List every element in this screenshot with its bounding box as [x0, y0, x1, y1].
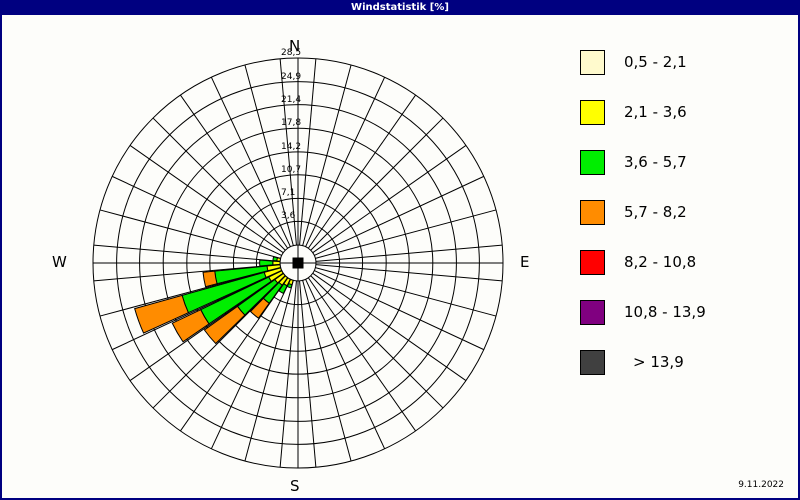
grid-spoke — [152, 275, 286, 409]
window-titlebar: Windstatistik [%] — [0, 0, 800, 15]
calm-square — [292, 257, 304, 269]
legend-item[interactable]: 10,8 - 13,9 — [580, 287, 780, 337]
grid-spoke — [244, 280, 294, 462]
compass-label-east: E — [520, 253, 530, 271]
legend-item[interactable]: 5,7 - 8,2 — [580, 187, 780, 237]
grid-spoke — [129, 272, 284, 381]
grid-spoke — [210, 76, 291, 247]
radial-tick-label: 28,5 — [281, 48, 302, 58]
wind-rose-segment — [278, 283, 288, 295]
wind-rose-segment — [134, 294, 190, 334]
legend-swatch — [580, 249, 605, 275]
grid-spoke — [314, 175, 485, 256]
grid-spoke — [93, 264, 281, 282]
wind-rose-segment — [272, 256, 278, 262]
radial-tick-label: 3,6 — [281, 211, 296, 222]
legend-label: 10,8 - 13,9 — [624, 303, 706, 321]
compass-label-north: N — [289, 37, 301, 55]
chart-canvas: 3,6 7,1 10,7 14,2 17,8 21,4 24,9 28,5 N S W E 0… — [2, 15, 798, 498]
wind-rose-segment — [249, 297, 270, 319]
grid-spoke — [305, 76, 386, 247]
legend-item[interactable]: 2,1 - 3,6 — [580, 87, 780, 137]
grid-spoke — [152, 117, 286, 251]
wind-rose-segment — [272, 260, 281, 266]
grid-spoke — [315, 209, 497, 259]
wind-rose-segment — [259, 259, 274, 267]
grid-spoke — [302, 280, 352, 462]
legend-item[interactable]: 8,2 - 10,8 — [580, 237, 780, 287]
grid-spoke — [111, 270, 282, 351]
legend-item[interactable]: > 13,9 — [580, 337, 780, 387]
grid-spoke — [315, 244, 503, 262]
grid-spoke — [180, 94, 289, 249]
grid-spoke — [305, 279, 386, 450]
grid-spoke — [279, 280, 297, 468]
radial-tick-label: 21,4 — [281, 94, 302, 105]
wind-rose-segment — [202, 270, 218, 288]
radial-tick-label: 7,1 — [281, 188, 296, 199]
wind-rose-segment — [203, 305, 246, 345]
grid-spoke — [244, 64, 294, 246]
legend-label: 3,6 - 5,7 — [624, 153, 687, 171]
legend-label: > 13,9 — [633, 353, 684, 371]
legend-item[interactable]: 0,5 - 2,1 — [580, 37, 780, 87]
grid-spoke — [315, 264, 503, 282]
grid-spoke — [210, 279, 291, 450]
grid-spoke — [279, 58, 297, 246]
grid-spoke — [111, 175, 282, 256]
polar-grid — [92, 57, 504, 469]
grid-spoke — [310, 275, 444, 409]
compass-label-south: S — [290, 477, 300, 495]
legend-label: 8,2 - 10,8 — [624, 253, 697, 271]
grid-spoke — [99, 267, 281, 317]
grid-spoke — [310, 117, 444, 251]
radial-tick-label: 24,9 — [281, 71, 302, 82]
grid-spoke — [299, 280, 317, 468]
grid-spoke — [302, 64, 352, 246]
legend-swatch — [580, 199, 605, 225]
legend-swatch — [580, 349, 605, 375]
grid-spoke — [307, 277, 416, 432]
legend-swatch — [580, 49, 605, 75]
calm-center-marker — [292, 257, 304, 269]
wind-rose-segment — [171, 308, 210, 343]
date-stamp: 9.11.2022 — [738, 480, 784, 490]
legend-label: 2,1 - 3,6 — [624, 103, 687, 121]
window-title: Windstatistik [%] — [351, 2, 449, 13]
grid-spoke — [93, 244, 281, 262]
legend-swatch — [580, 149, 605, 175]
grid-spoke — [307, 94, 416, 249]
grid-spoke — [299, 58, 317, 246]
radial-tick-label: 14,2 — [281, 141, 302, 152]
legend-label: 5,7 - 8,2 — [624, 203, 687, 221]
grid-spoke — [129, 145, 284, 254]
compass-label-west: W — [52, 253, 67, 271]
grid-spoke — [315, 267, 497, 317]
legend-swatch — [580, 99, 605, 125]
legend-item[interactable]: 3,6 - 5,7 — [580, 137, 780, 187]
legend-label: 0,5 - 2,1 — [624, 53, 687, 71]
radial-tick-label: 17,8 — [281, 118, 302, 129]
wind-rose-petals — [134, 256, 294, 345]
radial-tick-label: 10,7 — [281, 164, 302, 175]
grid-spoke — [99, 209, 281, 259]
legend-swatch — [580, 299, 605, 325]
speed-bin-legend: 0,5 - 2,1 2,1 - 3,6 3,6 - 5,7 5,7 - 8,2 8,2 … — [580, 37, 780, 387]
wind-rose-plot — [92, 57, 504, 469]
grid-spoke — [312, 272, 467, 381]
grid-spoke — [180, 277, 289, 432]
grid-spoke — [312, 145, 467, 254]
grid-spoke — [314, 270, 485, 351]
